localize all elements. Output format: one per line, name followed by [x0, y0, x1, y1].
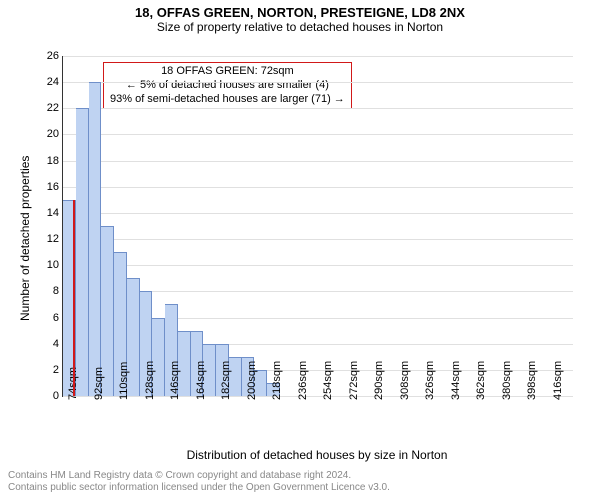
xtick-label: 110sqm	[118, 362, 130, 400]
subject-marker	[73, 200, 75, 396]
footer-line2: Contains public sector information licen…	[8, 482, 390, 494]
gridline-h	[63, 265, 573, 266]
ytick-label: 8	[53, 285, 63, 297]
ytick-label: 22	[47, 102, 63, 114]
ytick-label: 4	[53, 338, 63, 350]
footer: Contains HM Land Registry data © Crown c…	[8, 470, 390, 494]
ytick-label: 16	[47, 181, 63, 193]
gridline-h	[63, 56, 573, 57]
y-axis-label-text: Number of detached properties	[18, 156, 32, 321]
ytick-label: 10	[47, 259, 63, 271]
annotation-line1: 18 OFFAS GREEN: 72sqm	[110, 65, 345, 79]
xtick-label: 182sqm	[220, 361, 232, 400]
annotation-line3: 93% of semi-detached houses are larger (…	[110, 93, 345, 107]
xtick-label: 146sqm	[169, 361, 181, 400]
xtick-label: 92sqm	[93, 367, 105, 400]
xtick-label: 326sqm	[424, 361, 436, 400]
xtick-label: 128sqm	[144, 361, 156, 400]
annotation-box: 18 OFFAS GREEN: 72sqm ← 5% of detached h…	[103, 62, 352, 109]
x-axis-label: Distribution of detached houses by size …	[62, 448, 572, 462]
gridline-h	[63, 213, 573, 214]
ytick-label: 0	[53, 390, 63, 402]
plot-area: 18 OFFAS GREEN: 72sqm ← 5% of detached h…	[62, 56, 573, 397]
footer-line1: Contains HM Land Registry data © Crown c…	[8, 470, 390, 482]
ytick-label: 18	[47, 155, 63, 167]
xtick-label: 344sqm	[450, 361, 462, 400]
subtitle-text: Size of property relative to detached ho…	[157, 20, 443, 34]
ytick-label: 26	[47, 50, 63, 62]
xtick-label: 272sqm	[348, 361, 360, 400]
annotation-line2: ← 5% of detached houses are smaller (4)	[110, 79, 345, 93]
gridline-h	[63, 239, 573, 240]
xtick-label: 290sqm	[373, 361, 385, 400]
gridline-h	[63, 82, 573, 83]
histogram-bar	[76, 108, 89, 396]
gridline-h	[63, 187, 573, 188]
ytick-label: 24	[47, 76, 63, 88]
chart-subtitle: Size of property relative to detached ho…	[0, 20, 600, 34]
chart-title: 18, OFFAS GREEN, NORTON, PRESTEIGNE, LD8…	[0, 0, 600, 20]
xtick-label: 164sqm	[195, 361, 207, 400]
xtick-label: 218sqm	[271, 361, 283, 400]
ytick-label: 12	[47, 233, 63, 245]
xtick-label: 398sqm	[526, 361, 538, 400]
gridline-h	[63, 396, 573, 397]
histogram-bar	[89, 82, 102, 396]
gridline-h	[63, 161, 573, 162]
xtick-label: 362sqm	[475, 361, 487, 400]
gridline-h	[63, 108, 573, 109]
xtick-label: 416sqm	[552, 361, 564, 400]
xtick-label: 308sqm	[399, 361, 411, 400]
y-axis-label: Number of detached properties	[18, 156, 32, 321]
xtick-label: 380sqm	[501, 361, 513, 400]
x-axis-label-text: Distribution of detached houses by size …	[187, 448, 448, 462]
ytick-label: 6	[53, 312, 63, 324]
xtick-label: 254sqm	[322, 361, 334, 400]
ytick-label: 2	[53, 364, 63, 376]
ytick-label: 14	[47, 207, 63, 219]
title-text: 18, OFFAS GREEN, NORTON, PRESTEIGNE, LD8…	[135, 5, 465, 20]
ytick-label: 20	[47, 128, 63, 140]
xtick-label: 236sqm	[297, 361, 309, 400]
gridline-h	[63, 134, 573, 135]
xtick-label: 200sqm	[246, 361, 258, 400]
